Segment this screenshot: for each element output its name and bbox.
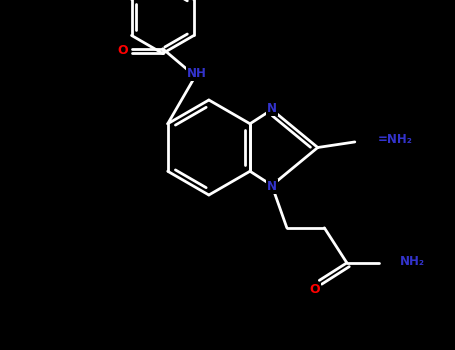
Text: NH: NH: [187, 67, 207, 80]
Text: O: O: [309, 283, 320, 296]
Text: =NH₂: =NH₂: [377, 133, 412, 146]
Text: N: N: [267, 102, 277, 115]
Text: NH₂: NH₂: [400, 255, 425, 268]
Text: O: O: [117, 44, 128, 57]
Text: N: N: [267, 180, 277, 193]
